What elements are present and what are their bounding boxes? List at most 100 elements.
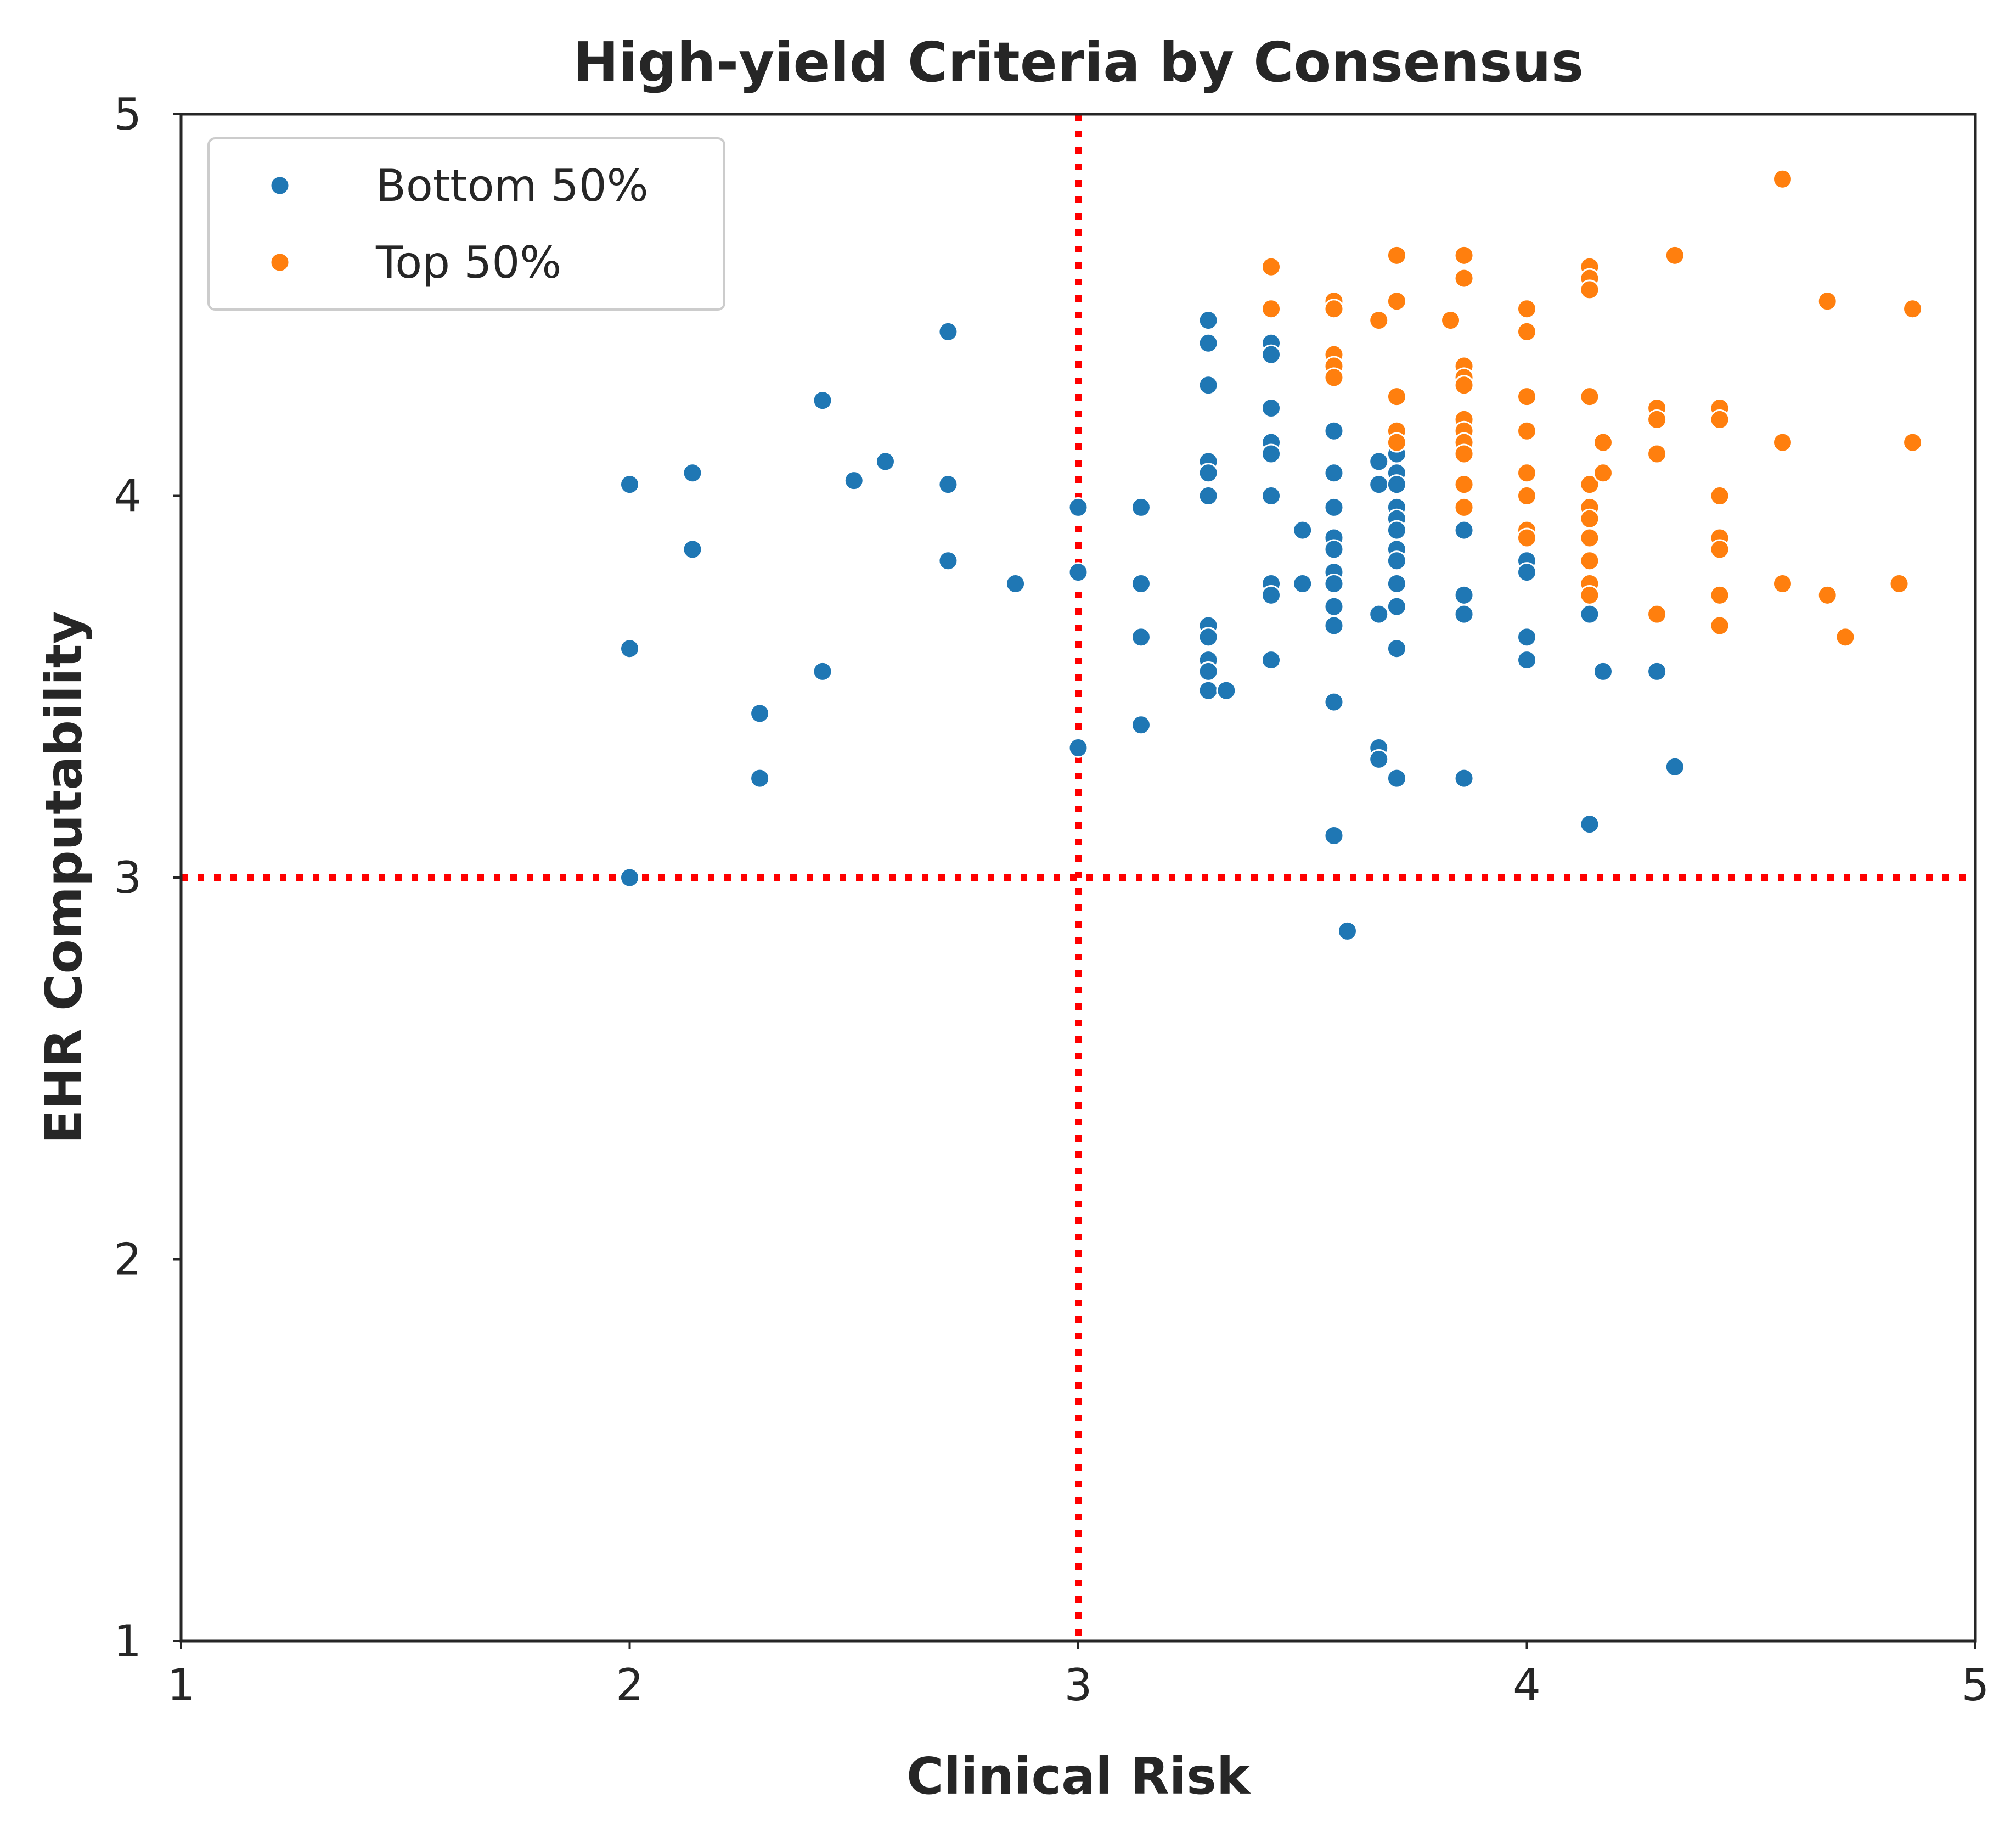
x-tick-label: 1 (167, 1660, 195, 1711)
data-point (1517, 527, 1537, 548)
data-point (1454, 268, 1474, 289)
legend: Bottom 50% Top 50% (207, 137, 725, 311)
data-point (1337, 920, 1358, 941)
series-0 (620, 310, 1685, 941)
legend-box (207, 137, 725, 311)
data-point (1592, 432, 1613, 453)
data-point (1198, 333, 1219, 353)
data-point (1324, 420, 1344, 441)
data-points (620, 168, 1923, 941)
data-point (1647, 409, 1668, 430)
data-point (1324, 825, 1344, 846)
data-point (938, 474, 959, 495)
data-point (1517, 627, 1537, 648)
data-point (1579, 386, 1600, 407)
data-point (1772, 168, 1793, 189)
data-point (1454, 585, 1474, 605)
data-point (1386, 638, 1407, 659)
data-point (1324, 299, 1344, 319)
data-point (1386, 573, 1407, 594)
data-point (1454, 768, 1474, 789)
data-point (1068, 497, 1089, 518)
data-point (1709, 585, 1730, 605)
data-point (1454, 520, 1474, 541)
data-point (1261, 443, 1282, 464)
data-point (1261, 398, 1282, 419)
y-tick-label: 3 (114, 852, 142, 903)
data-point (938, 550, 959, 571)
x-tick-label: 5 (1962, 1660, 1990, 1711)
data-point (750, 768, 770, 789)
data-point (1579, 814, 1600, 835)
data-point (1324, 497, 1344, 518)
data-point (1579, 527, 1600, 548)
data-point (1647, 661, 1668, 682)
data-point (1592, 463, 1613, 484)
data-point (1369, 310, 1389, 331)
data-point (1216, 680, 1237, 701)
data-point (875, 451, 896, 472)
data-point (1664, 756, 1685, 777)
data-point (1772, 573, 1793, 594)
data-point (1198, 375, 1219, 396)
data-point (1324, 615, 1344, 636)
data-point (1454, 245, 1474, 266)
data-point (1369, 451, 1389, 472)
data-point (1261, 344, 1282, 365)
data-point (1386, 432, 1407, 453)
y-axis-ticks: 1 2 3 4 5 (114, 89, 181, 1667)
data-point (1889, 573, 1910, 594)
data-point (812, 390, 833, 411)
reference-lines (181, 114, 1975, 1641)
data-point (1517, 562, 1537, 583)
data-point (1261, 486, 1282, 506)
data-point (1517, 486, 1537, 506)
data-point (1709, 486, 1730, 506)
data-point (1386, 386, 1407, 407)
legend-label: Top 50% (375, 237, 561, 288)
legend-label: Bottom 50% (376, 160, 649, 211)
data-point (1369, 474, 1389, 495)
data-point (1647, 604, 1668, 625)
data-point (1454, 375, 1474, 396)
data-point (1579, 474, 1600, 495)
data-point (1709, 409, 1730, 430)
x-axis-label: Clinical Risk (906, 1747, 1251, 1806)
x-tick-label: 2 (616, 1660, 644, 1711)
data-point (1817, 291, 1838, 312)
y-axis-label: EHR Computability (35, 611, 93, 1144)
data-point (1386, 596, 1407, 617)
data-point (1579, 508, 1600, 529)
data-point (1324, 596, 1344, 617)
series-1 (1261, 168, 1923, 648)
chart-title: High-yield Criteria by Consensus (573, 30, 1584, 94)
data-point (812, 661, 833, 682)
data-point (1440, 310, 1461, 331)
data-point (1068, 562, 1089, 583)
data-point (1324, 573, 1344, 594)
data-point (1579, 604, 1600, 625)
data-point (1130, 497, 1151, 518)
data-point (1772, 432, 1793, 453)
data-point (1198, 661, 1219, 682)
data-point (1579, 550, 1600, 571)
data-point (1454, 604, 1474, 625)
y-tick-label: 4 (114, 471, 142, 522)
data-point (1292, 520, 1313, 541)
data-point (1517, 420, 1537, 441)
data-point (938, 321, 959, 342)
data-point (1261, 256, 1282, 277)
data-point (1386, 291, 1407, 312)
data-point (1664, 245, 1685, 266)
data-point (1517, 321, 1537, 342)
data-point (1579, 585, 1600, 605)
data-point (1324, 367, 1344, 388)
data-point (1130, 573, 1151, 594)
x-tick-label: 4 (1513, 1660, 1541, 1711)
data-point (1198, 310, 1219, 331)
data-point (1817, 585, 1838, 605)
data-point (1579, 279, 1600, 300)
data-point (1517, 650, 1537, 671)
